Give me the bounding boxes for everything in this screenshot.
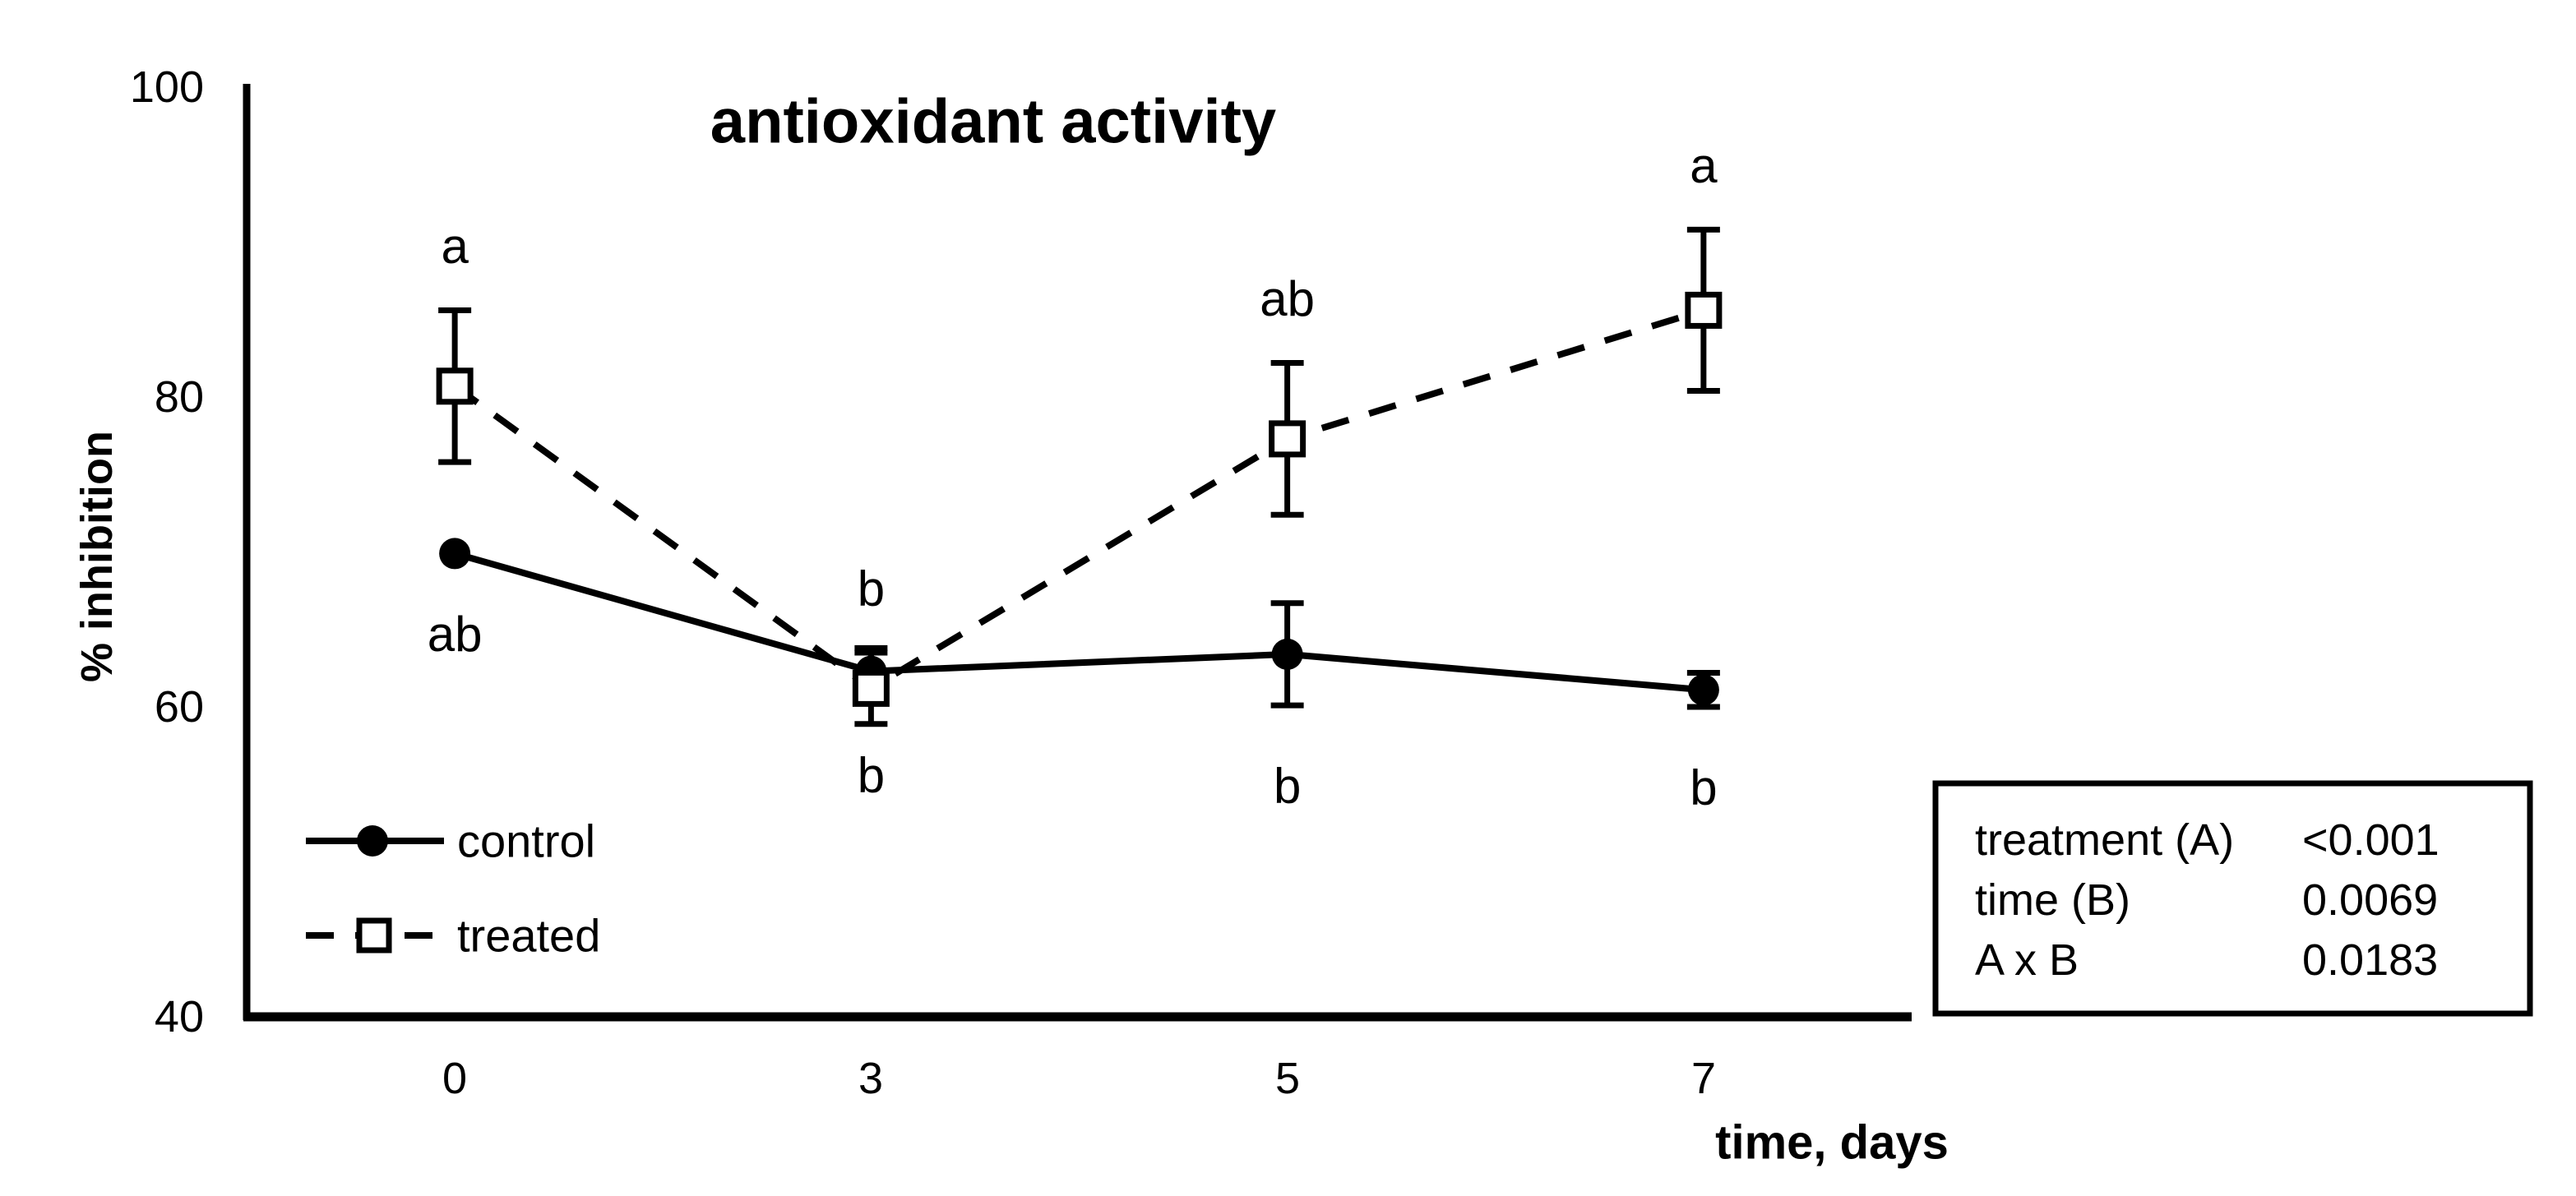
y-tick-60: 60: [155, 682, 204, 732]
stats-box-border: [1932, 780, 2533, 1017]
stats-row-treatment-label: treatment (A): [1975, 815, 2234, 865]
marker-filled-circle-control-day0: [439, 538, 471, 570]
x-tick-3: 3: [858, 1054, 883, 1103]
sig-letter-above-day5: ab: [1260, 271, 1315, 326]
series-line-control: [454, 550, 1704, 694]
legend-open-square-marker-icon: [356, 917, 392, 954]
stats-row-interaction-value: 0.0183: [2302, 935, 2438, 985]
stats-row-time-value: 0.0069: [2302, 875, 2438, 925]
legend-item-treated: treated: [306, 910, 600, 962]
x-tick-0: 0: [442, 1054, 467, 1103]
marker-filled-circle-control-day7: [1687, 674, 1719, 706]
y-tick-80: 80: [155, 372, 204, 422]
legend-item-control: control: [306, 815, 595, 867]
marker-open-square-treated-day5: [1269, 420, 1306, 458]
sig-letter-above-day0: a: [441, 219, 469, 274]
chart-title: antioxidant activity: [710, 87, 1276, 157]
x-tick-7: 7: [1691, 1054, 1716, 1103]
stats-row-time-label: time (B): [1975, 875, 2130, 925]
sig-letter-below-day7: b: [1690, 760, 1717, 815]
legend-control-label: control: [457, 815, 595, 867]
sig-letter-below-day3: b: [858, 747, 885, 802]
y-tick-40: 40: [155, 992, 204, 1041]
stats-row-interaction-label: A x B: [1975, 935, 2079, 985]
marker-open-square-treated-day0: [436, 367, 474, 405]
legend-treated-label: treated: [457, 910, 600, 962]
y-tick-100: 100: [130, 62, 204, 112]
sig-letter-above-day3: b: [858, 561, 885, 616]
marker-open-square-treated-day3: [852, 669, 890, 707]
legend: control treated: [306, 815, 600, 962]
y-axis-title: % inhibition: [72, 431, 122, 682]
series-line-treated: [452, 307, 1705, 693]
stats-box: treatment (A) <0.001 time (B) 0.0069 A x…: [1932, 780, 2533, 1017]
marker-open-square-treated-day7: [1685, 291, 1723, 329]
stats-row-treatment-value: <0.001: [2302, 815, 2440, 865]
x-axis-title: time, days: [1715, 1116, 1949, 1170]
x-tick-5: 5: [1275, 1054, 1300, 1103]
sig-letter-below-day0: ab: [428, 607, 483, 662]
sig-letter-above-day7: a: [1690, 138, 1718, 193]
marker-filled-circle-control-day5: [1271, 638, 1303, 670]
sig-letter-below-day5: b: [1274, 759, 1301, 814]
legend-filled-circle-marker-icon: [357, 825, 388, 857]
